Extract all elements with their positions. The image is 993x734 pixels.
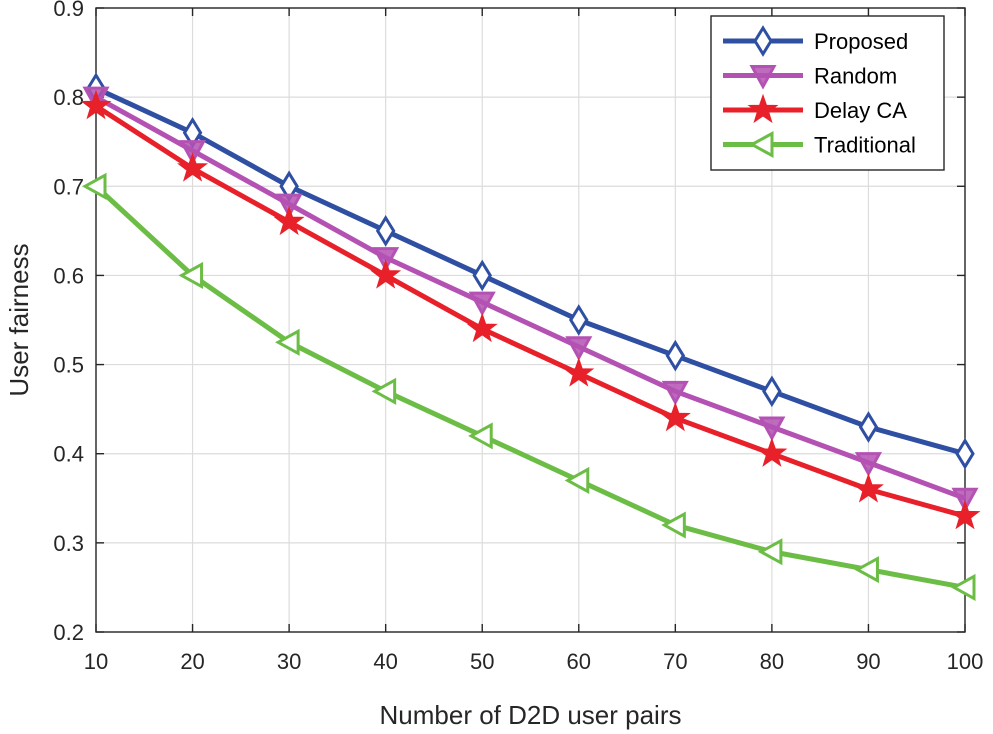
series-line-traditional <box>94 184 966 590</box>
x-tick-label: 30 <box>277 649 301 674</box>
legend-label-proposed: Proposed <box>814 29 908 54</box>
legend-marker-proposed <box>753 25 773 57</box>
y-tick-label: 0.7 <box>53 174 84 199</box>
data-point-proposed <box>665 339 686 372</box>
data-point-traditional <box>854 556 879 584</box>
legend-label-traditional: Traditional <box>814 133 916 158</box>
y-tick-label: 0.4 <box>53 442 84 467</box>
legend-marker-random <box>749 65 777 90</box>
x-tick-label: 80 <box>760 649 784 674</box>
x-tick-label: 10 <box>84 649 108 674</box>
x-tick-label: 20 <box>180 649 204 674</box>
data-point-delay-ca <box>177 152 209 182</box>
legend-marker-traditional <box>748 130 774 159</box>
data-point-random <box>565 336 593 361</box>
data-point-random <box>468 291 496 317</box>
data-point-delay-ca <box>949 499 981 530</box>
data-point-traditional <box>274 328 300 356</box>
data-point-proposed <box>569 304 589 336</box>
data-point-delay-ca <box>852 473 884 503</box>
data-point-delay-ca <box>756 437 788 467</box>
x-tick-label: 100 <box>947 649 984 674</box>
data-point-traditional <box>371 377 397 405</box>
data-point-random <box>758 416 786 442</box>
legend-marker-delay-ca <box>747 93 779 124</box>
x-tick-label: 50 <box>470 649 494 674</box>
data-point-delay-ca <box>659 401 691 432</box>
data-point-delay-ca <box>273 205 305 236</box>
series-traditional <box>81 172 976 601</box>
data-point-proposed <box>762 375 782 408</box>
data-point-traditional <box>661 511 686 539</box>
y-tick-label: 0.3 <box>53 531 84 556</box>
data-point-delay-ca <box>370 259 402 289</box>
data-point-delay-ca <box>80 89 112 120</box>
series-line-proposed <box>94 85 966 457</box>
data-point-proposed <box>858 411 879 443</box>
legend-label-random: Random <box>814 64 897 89</box>
data-point-random <box>661 380 689 406</box>
data-point-traditional <box>950 573 976 601</box>
series-line-delay-ca <box>94 103 966 519</box>
x-tick-label: 90 <box>856 649 880 674</box>
data-point-traditional <box>757 538 783 566</box>
plot-frame <box>95 7 966 633</box>
legend: Proposed Random Delay CA Traditional <box>710 15 945 171</box>
x-tick-label: 70 <box>663 649 687 674</box>
data-point-traditional <box>81 172 107 200</box>
data-point-traditional <box>468 422 493 450</box>
data-point-random <box>179 140 207 165</box>
data-point-random <box>372 247 400 272</box>
y-tick-label: 0.6 <box>53 263 84 288</box>
y-tick-label: 0.2 <box>53 620 84 645</box>
y-axis-title: User fairness <box>4 243 34 396</box>
series-line-random <box>94 94 966 501</box>
data-point-random <box>951 487 979 513</box>
y-tick-label: 0.8 <box>53 85 84 110</box>
series-delay-ca <box>80 89 981 530</box>
data-point-traditional <box>564 466 590 494</box>
data-point-proposed <box>375 214 396 247</box>
axes: 10 20 30 40 50 60 70 80 90 100 0.2 0.3 0.4 0.5 0.6 0.7 0… <box>53 0 983 674</box>
data-point-delay-ca <box>563 357 595 387</box>
series-proposed <box>86 72 975 470</box>
data-point-random <box>854 452 882 477</box>
data-point-proposed <box>955 437 975 470</box>
x-tick-label: 60 <box>567 649 591 674</box>
series-group <box>80 72 981 601</box>
data-point-proposed <box>472 259 492 292</box>
data-point-traditional <box>178 261 204 289</box>
legend-label-delay-ca: Delay CA <box>814 98 907 123</box>
x-axis-title: Number of D2D user pairs <box>380 700 682 730</box>
series-random <box>82 86 979 513</box>
data-point-random <box>275 193 303 219</box>
y-tick-label: 0.5 <box>53 353 84 378</box>
x-tick-label: 40 <box>373 649 397 674</box>
y-tick-label: 0.9 <box>53 0 84 21</box>
data-point-delay-ca <box>466 312 498 343</box>
